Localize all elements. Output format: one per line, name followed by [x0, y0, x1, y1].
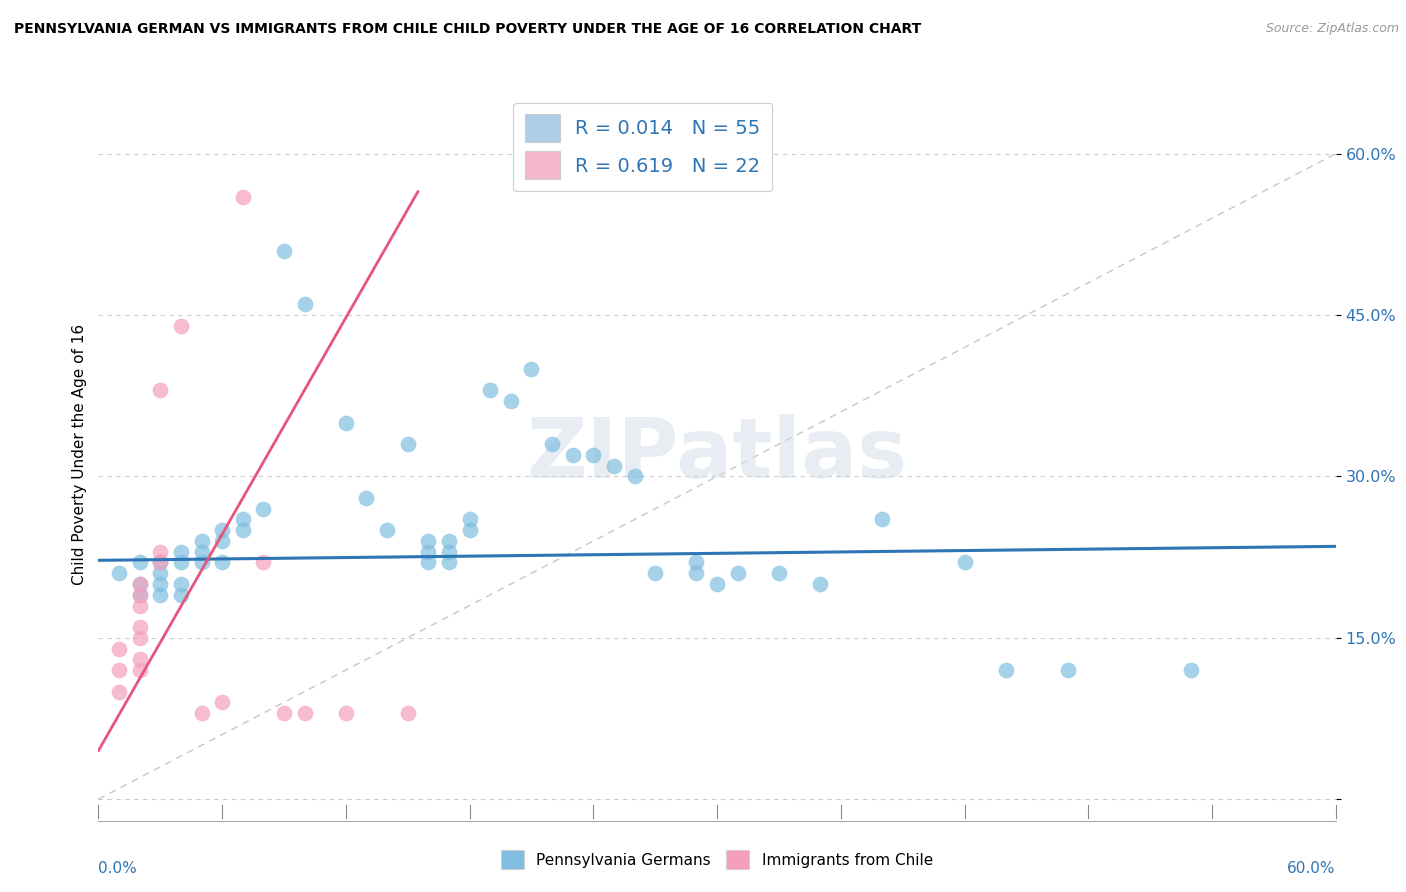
Point — [520, 362, 543, 376]
Point — [437, 556, 460, 570]
Point — [273, 244, 295, 258]
Point — [190, 545, 212, 559]
Point — [170, 577, 193, 591]
Point — [128, 631, 150, 645]
Point — [582, 448, 605, 462]
Point — [108, 641, 131, 656]
Point — [170, 318, 193, 333]
Text: Source: ZipAtlas.com: Source: ZipAtlas.com — [1265, 22, 1399, 36]
Point — [418, 545, 440, 559]
Text: 0.0%: 0.0% — [98, 861, 138, 876]
Point — [541, 437, 564, 451]
Point — [170, 588, 193, 602]
Point — [335, 706, 357, 720]
Point — [479, 384, 502, 398]
Point — [170, 545, 193, 559]
Point — [685, 566, 707, 581]
Point — [603, 458, 626, 473]
Text: ZIPatlas: ZIPatlas — [527, 415, 907, 495]
Point — [128, 588, 150, 602]
Point — [108, 663, 131, 677]
Point — [211, 556, 233, 570]
Point — [190, 706, 212, 720]
Point — [149, 556, 172, 570]
Point — [128, 599, 150, 613]
Point — [335, 416, 357, 430]
Point — [994, 663, 1017, 677]
Point — [149, 577, 172, 591]
Point — [128, 588, 150, 602]
Point — [149, 545, 172, 559]
Point — [768, 566, 790, 581]
Text: PENNSYLVANIA GERMAN VS IMMIGRANTS FROM CHILE CHILD POVERTY UNDER THE AGE OF 16 C: PENNSYLVANIA GERMAN VS IMMIGRANTS FROM C… — [14, 22, 921, 37]
Point — [108, 566, 131, 581]
Point — [356, 491, 378, 505]
Point — [1056, 663, 1078, 677]
Point — [232, 523, 254, 537]
Point — [644, 566, 666, 581]
Point — [190, 556, 212, 570]
Point — [808, 577, 831, 591]
Point — [396, 437, 419, 451]
Point — [149, 588, 172, 602]
Point — [685, 556, 707, 570]
Point — [375, 523, 398, 537]
Point — [232, 512, 254, 526]
Point — [232, 190, 254, 204]
Legend: Pennsylvania Germans, Immigrants from Chile: Pennsylvania Germans, Immigrants from Ch… — [495, 845, 939, 875]
Point — [418, 556, 440, 570]
Point — [128, 652, 150, 666]
Point — [396, 706, 419, 720]
Point — [128, 556, 150, 570]
Point — [458, 512, 481, 526]
Point — [953, 556, 976, 570]
Point — [149, 566, 172, 581]
Point — [252, 501, 274, 516]
Point — [294, 297, 316, 311]
Point — [1180, 663, 1202, 677]
Text: 60.0%: 60.0% — [1288, 861, 1336, 876]
Point — [437, 545, 460, 559]
Point — [149, 556, 172, 570]
Point — [561, 448, 583, 462]
Point — [273, 706, 295, 720]
Point — [870, 512, 893, 526]
Point — [128, 577, 150, 591]
Point — [727, 566, 749, 581]
Point — [108, 684, 131, 698]
Point — [623, 469, 645, 483]
Point — [252, 556, 274, 570]
Point — [190, 533, 212, 548]
Point — [149, 384, 172, 398]
Point — [128, 663, 150, 677]
Y-axis label: Child Poverty Under the Age of 16: Child Poverty Under the Age of 16 — [72, 325, 87, 585]
Point — [128, 577, 150, 591]
Point — [418, 533, 440, 548]
Point — [211, 533, 233, 548]
Point — [211, 695, 233, 709]
Point — [499, 394, 522, 409]
Point — [128, 620, 150, 634]
Point — [458, 523, 481, 537]
Point — [294, 706, 316, 720]
Point — [170, 556, 193, 570]
Point — [211, 523, 233, 537]
Point — [437, 533, 460, 548]
Point — [706, 577, 728, 591]
